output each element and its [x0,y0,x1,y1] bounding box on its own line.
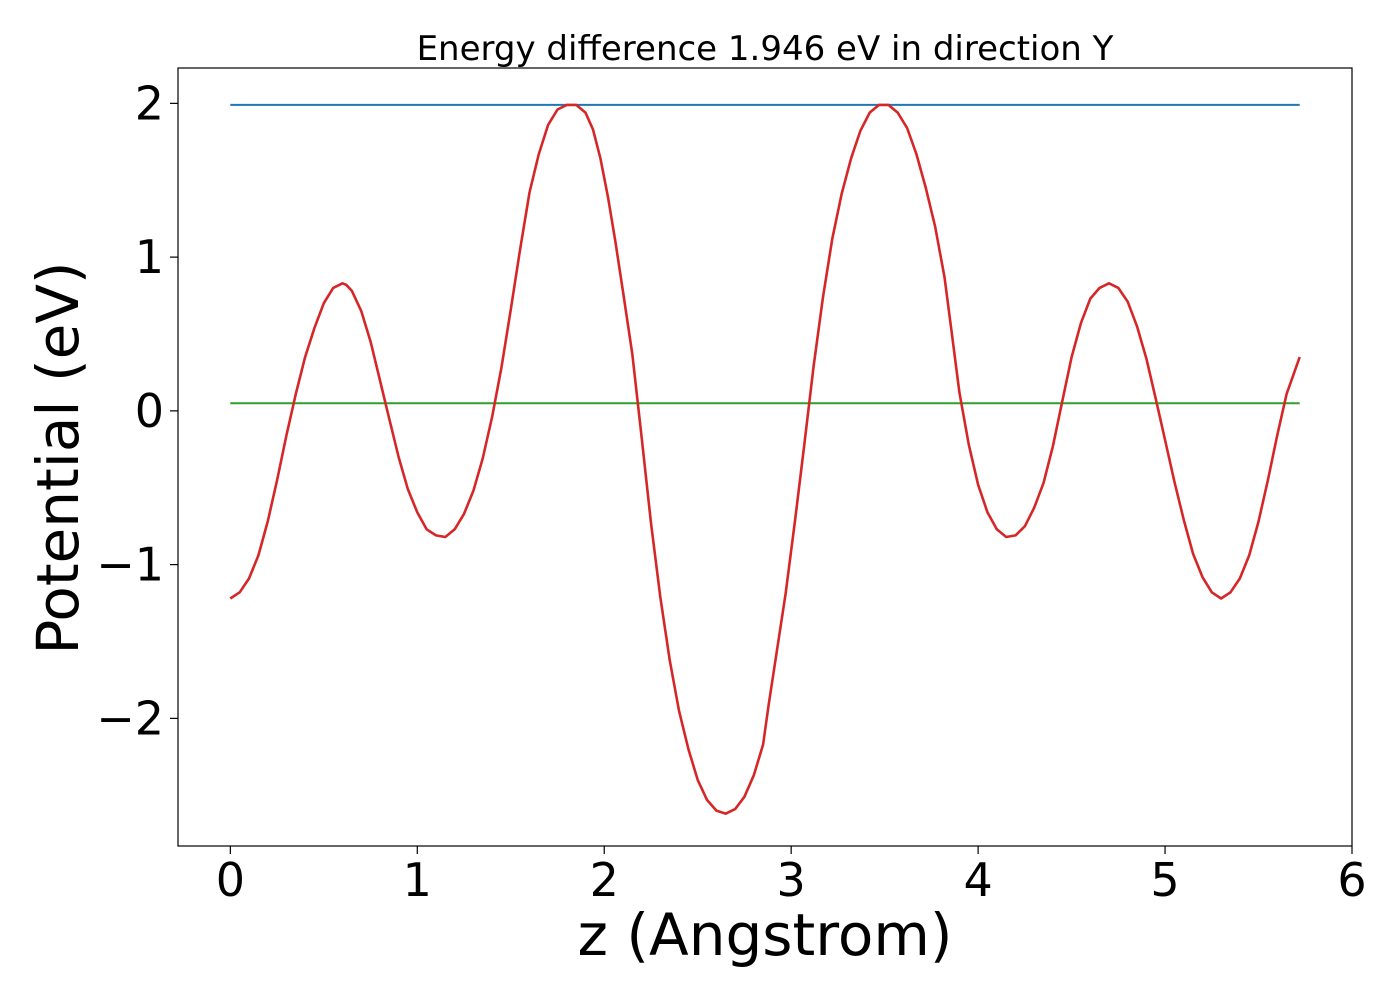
y-tick-label: 1 [135,230,164,284]
x-tick-label: 6 [1337,853,1366,907]
y-tick-label: −1 [96,538,164,592]
x-tick-label: 3 [777,853,806,907]
plot-frame [177,67,1353,847]
x-tick-label: 4 [963,853,992,907]
y-axis: −2 −1 0 1 2 [96,76,178,745]
x-tick-label: 2 [590,853,619,907]
y-axis-label: Potential (eV) [24,261,92,654]
y-tick-label: −2 [96,691,164,745]
series-layer [229,103,1301,816]
series-line-0 [229,103,1301,816]
x-axis: 0 1 2 3 4 5 6 [216,846,1367,907]
x-tick-label: 5 [1150,853,1179,907]
x-tick-label: 1 [403,853,432,907]
chart-title: Energy difference 1.946 eV in direction … [417,29,1114,69]
y-tick-label: 2 [135,76,164,130]
x-axis-label: z (Angstrom) [578,901,953,969]
x-tick-label: 0 [216,853,245,907]
y-tick-label: 0 [135,384,164,438]
